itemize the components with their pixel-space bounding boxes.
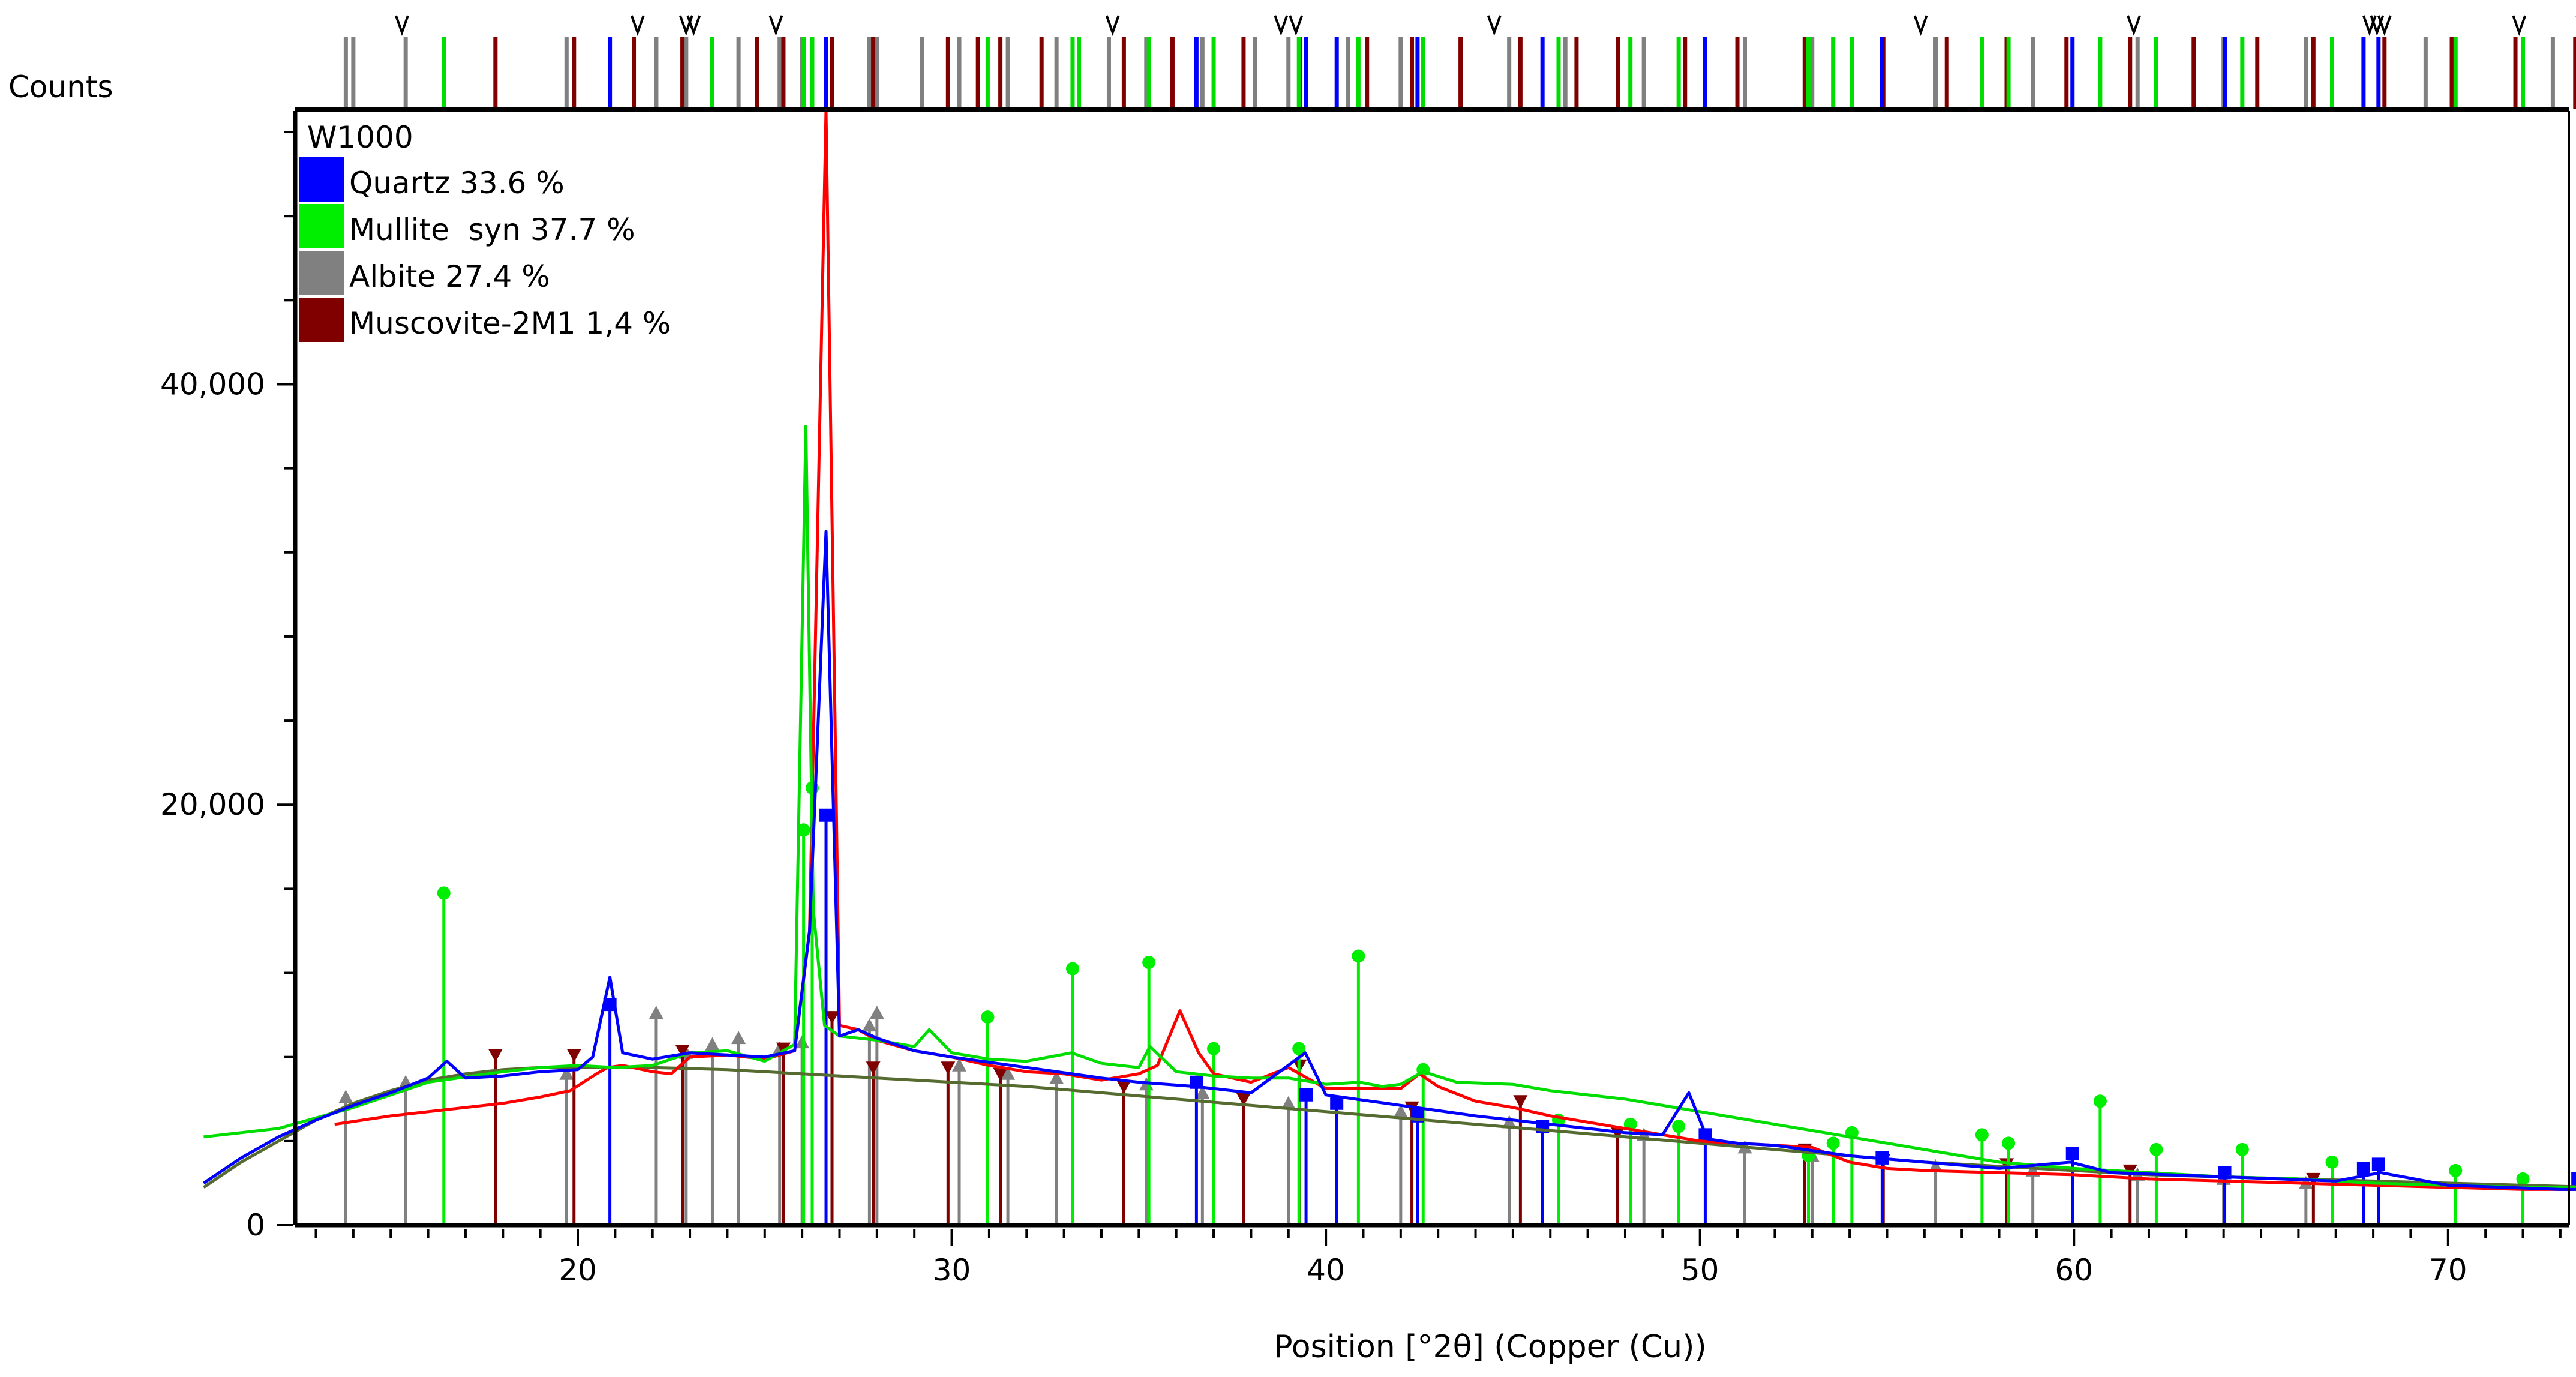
strip-marker bbox=[1913, 15, 1928, 36]
legend-swatch-mullite bbox=[299, 204, 344, 248]
y-tick-label: 20,000 bbox=[160, 787, 265, 822]
ref-marker-mullite bbox=[1142, 956, 1156, 970]
ref-marker-albite bbox=[1001, 1066, 1016, 1080]
ref-marker-muscovite bbox=[941, 1061, 956, 1075]
ref-marker-muscovite bbox=[1236, 1093, 1251, 1106]
legend-swatch-muscovite bbox=[299, 298, 344, 342]
ref-marker-albite bbox=[705, 1037, 720, 1051]
ref-marker-mullite bbox=[2449, 1163, 2463, 1177]
ref-marker-mullite bbox=[1352, 949, 1365, 963]
series-observed bbox=[334, 109, 2576, 1191]
ref-marker-albite bbox=[338, 1090, 353, 1103]
ref-marker-albite bbox=[559, 1066, 574, 1080]
ref-marker-quartz bbox=[2371, 1157, 2385, 1171]
ref-marker-albite bbox=[1049, 1070, 1064, 1084]
ref-marker-muscovite bbox=[1116, 1080, 1131, 1094]
legend-label-quartz: Quartz 33.6 % bbox=[349, 166, 565, 200]
ref-marker-quartz bbox=[1299, 1088, 1313, 1102]
strip-marker bbox=[630, 15, 645, 36]
ref-marker-albite bbox=[862, 1018, 877, 1032]
ref-marker-muscovite bbox=[1513, 1095, 1528, 1109]
strip-marker bbox=[2127, 15, 2141, 36]
reference-position-strip bbox=[295, 15, 2576, 111]
strip-marker bbox=[395, 15, 409, 36]
x-tick-label: 50 bbox=[1681, 1253, 1719, 1288]
ref-marker-mullite bbox=[437, 886, 451, 900]
ref-marker-albite bbox=[1195, 1085, 1210, 1099]
ref-marker-quartz bbox=[2065, 1147, 2079, 1160]
x-axis-label: Position [°2θ] (Copper (Cu)) bbox=[1274, 1329, 1706, 1365]
y-tick-label: 40,000 bbox=[160, 367, 265, 401]
strip-marker bbox=[1105, 15, 1120, 36]
ref-marker-muscovite bbox=[566, 1049, 581, 1063]
legend: W1000 Quartz 33.6 % Mullite syn 37.7 % A… bbox=[299, 120, 671, 342]
ref-marker-mullite bbox=[1065, 962, 1079, 976]
y-axis-label: Counts bbox=[8, 70, 113, 104]
ref-marker-albite bbox=[648, 1006, 663, 1019]
ref-marker-albite bbox=[1393, 1104, 1408, 1118]
ref-marker-albite bbox=[1281, 1096, 1296, 1109]
ref-marker-mullite bbox=[2002, 1136, 2016, 1150]
ref-marker-mullite bbox=[797, 823, 810, 837]
series-calculated bbox=[203, 530, 2576, 1191]
ref-marker-mullite bbox=[1292, 1042, 1306, 1055]
diffraction-profiles bbox=[203, 109, 2576, 1191]
ref-marker-quartz bbox=[2571, 1172, 2576, 1186]
ref-marker-albite bbox=[869, 1006, 884, 1019]
chart-title: W1000 bbox=[307, 120, 413, 155]
ref-marker-mullite bbox=[2093, 1094, 2107, 1108]
ref-marker-mullite bbox=[1207, 1042, 1221, 1055]
ref-marker-mullite bbox=[981, 1010, 995, 1024]
ref-marker-mullite bbox=[1826, 1136, 1840, 1150]
x-tick-label: 40 bbox=[1307, 1253, 1345, 1288]
legend-label-albite: Albite 27.4 % bbox=[349, 259, 550, 294]
ref-marker-albite bbox=[952, 1058, 967, 1072]
strip-marker bbox=[2512, 15, 2527, 36]
strip-marker bbox=[1487, 15, 1502, 36]
ref-marker-albite bbox=[1928, 1159, 1943, 1172]
series-background bbox=[203, 1066, 2576, 1189]
ref-marker-muscovite bbox=[825, 1011, 840, 1025]
ref-marker-muscovite bbox=[993, 1067, 1008, 1081]
legend-swatch-quartz bbox=[299, 157, 344, 202]
legend-swatch-albite bbox=[299, 251, 344, 295]
ref-marker-mullite bbox=[2235, 1142, 2249, 1156]
ref-marker-mullite bbox=[2149, 1142, 2163, 1156]
ref-marker-quartz bbox=[2356, 1162, 2370, 1175]
ref-marker-mullite bbox=[2325, 1155, 2339, 1169]
strip-marker bbox=[1274, 15, 1289, 36]
ref-marker-quartz bbox=[819, 808, 833, 822]
x-tick-label: 30 bbox=[933, 1253, 971, 1288]
ref-marker-mullite bbox=[2516, 1172, 2530, 1186]
ref-marker-muscovite bbox=[866, 1061, 881, 1075]
strip-marker bbox=[2377, 15, 2392, 36]
x-tick-label: 60 bbox=[2055, 1253, 2093, 1288]
legend-label-mullite: Mullite syn 37.7 % bbox=[349, 212, 635, 247]
legend-label-muscovite: Muscovite-2M1 1,4 % bbox=[349, 306, 671, 341]
x-tick-label: 20 bbox=[559, 1253, 597, 1288]
strip-marker bbox=[1289, 15, 1304, 36]
strip-marker bbox=[768, 15, 783, 36]
ref-marker-mullite bbox=[1975, 1128, 1989, 1142]
ref-marker-quartz bbox=[1330, 1096, 1344, 1110]
ref-marker-muscovite bbox=[488, 1049, 503, 1063]
ref-marker-muscovite bbox=[675, 1045, 690, 1058]
ref-marker-mullite bbox=[1672, 1120, 1686, 1133]
ref-marker-albite bbox=[731, 1031, 746, 1045]
x-tick-label: 70 bbox=[2429, 1253, 2467, 1288]
y-tick-label: 0 bbox=[246, 1208, 265, 1243]
strip-marker bbox=[686, 15, 701, 36]
ref-marker-albite bbox=[1502, 1115, 1517, 1129]
